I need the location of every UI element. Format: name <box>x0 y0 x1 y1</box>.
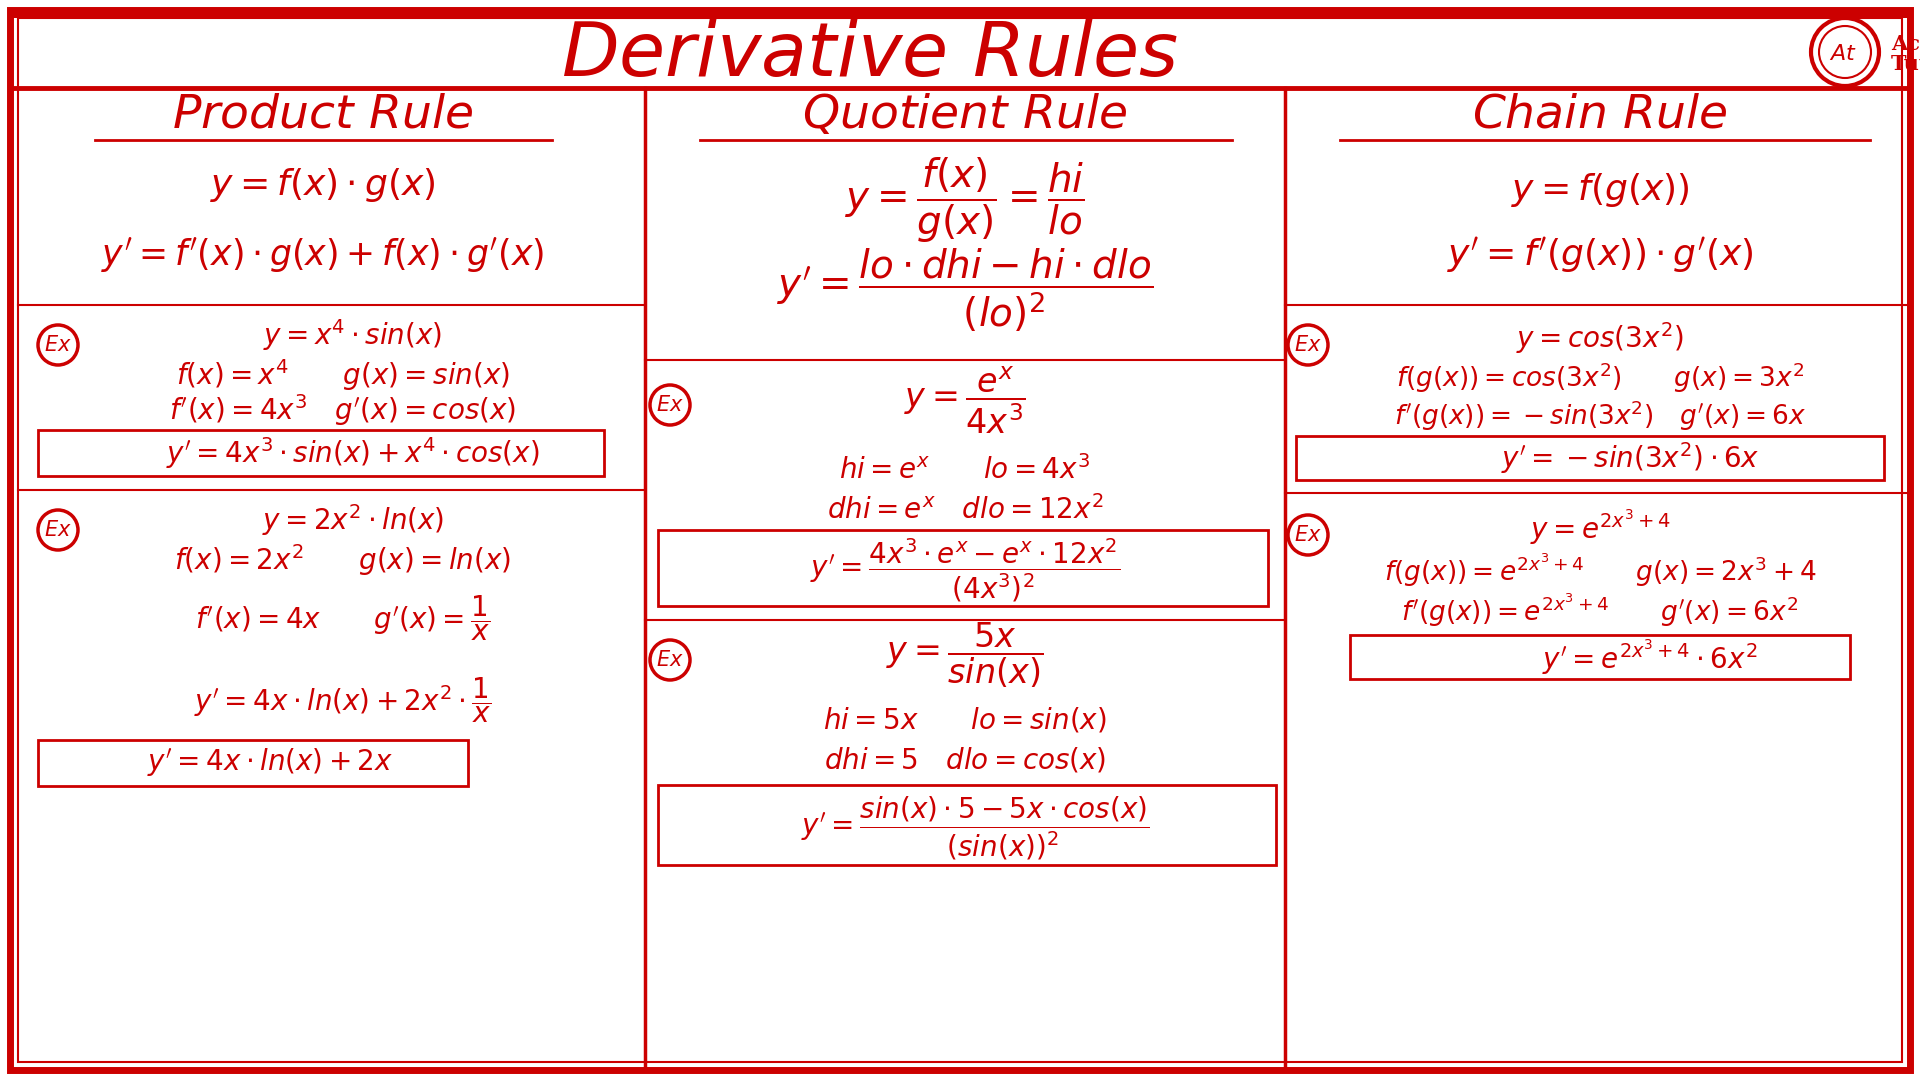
Text: $\mathit{Quotient\ Rule}$: $\mathit{Quotient\ Rule}$ <box>803 93 1127 137</box>
Bar <box>1296 436 1884 480</box>
Text: $y' = 4x \cdot ln(x) + 2x^2 \cdot \dfrac{1}{x}$: $y' = 4x \cdot ln(x) + 2x^2 \cdot \dfrac… <box>194 675 492 725</box>
Text: $y = e^{2x^3+4}$: $y = e^{2x^3+4}$ <box>1530 508 1670 546</box>
Text: $f'(g(x)) = -sin(3x^2) \quad g'(x) = 6x$: $f'(g(x)) = -sin(3x^2) \quad g'(x) = 6x$ <box>1394 399 1807 433</box>
Text: $y = \dfrac{5x}{sin(x)}$: $y = \dfrac{5x}{sin(x)}$ <box>887 620 1044 690</box>
Text: $\mathit{Ex}$: $\mathit{Ex}$ <box>44 335 71 355</box>
Text: $f'(g(x)) = e^{2x^3+4} \qquad g'(x) = 6x^2$: $f'(g(x)) = e^{2x^3+4} \qquad g'(x) = 6x… <box>1402 591 1799 629</box>
Text: $f(g(x)) = cos(3x^2) \qquad g(x) = 3x^2$: $f(g(x)) = cos(3x^2) \qquad g(x) = 3x^2$ <box>1396 361 1805 395</box>
Bar <box>659 785 1277 865</box>
Text: $y = \dfrac{e^x}{4x^3}$: $y = \dfrac{e^x}{4x^3}$ <box>904 364 1025 436</box>
Text: $hi = e^x \qquad lo = 4x^3$: $hi = e^x \qquad lo = 4x^3$ <box>839 455 1091 485</box>
Text: $y' = \dfrac{4x^3 \cdot e^x - e^x \cdot 12x^2}{(4x^3)^2}$: $y' = \dfrac{4x^3 \cdot e^x - e^x \cdot … <box>810 537 1119 604</box>
Text: $f(x) = 2x^2 \qquad g(x) = ln(x)$: $f(x) = 2x^2 \qquad g(x) = ln(x)$ <box>175 542 511 578</box>
Text: $y = cos(3x^2)$: $y = cos(3x^2)$ <box>1517 320 1684 356</box>
Bar <box>659 530 1267 606</box>
Text: $\mathit{Ex}$: $\mathit{Ex}$ <box>657 650 684 670</box>
Text: $y = x^4 \cdot sin(x)$: $y = x^4 \cdot sin(x)$ <box>263 318 442 353</box>
Text: $y' = 4x \cdot ln(x) + 2x$: $y' = 4x \cdot ln(x) + 2x$ <box>148 746 394 779</box>
Text: $y' = \dfrac{sin(x) \cdot 5 - 5x \cdot cos(x)}{(sin(x))^2}$: $y' = \dfrac{sin(x) \cdot 5 - 5x \cdot c… <box>801 794 1150 862</box>
Text: $\mathit{Ex}$: $\mathit{Ex}$ <box>44 519 71 540</box>
Text: $y' = f'(g(x)) \cdot g'(x)$: $y' = f'(g(x)) \cdot g'(x)$ <box>1446 235 1753 274</box>
Bar <box>10 10 1910 18</box>
Text: $\mathit{Chain\ Rule}$: $\mathit{Chain\ Rule}$ <box>1473 93 1728 137</box>
Text: Tutors: Tutors <box>1891 54 1920 75</box>
Text: $\mathit{Ex}$: $\mathit{Ex}$ <box>1294 525 1321 545</box>
Text: $hi = 5x \qquad lo = sin(x)$: $hi = 5x \qquad lo = sin(x)$ <box>824 705 1106 734</box>
Text: $\mathit{Derivative\ Rules}$: $\mathit{Derivative\ Rules}$ <box>561 18 1179 91</box>
Bar <box>1350 635 1851 679</box>
Text: $\mathit{Product\ Rule}$: $\mathit{Product\ Rule}$ <box>173 93 474 137</box>
Text: $f'(x) = 4x \qquad g'(x) = \dfrac{1}{x}$: $f'(x) = 4x \qquad g'(x) = \dfrac{1}{x}$ <box>196 593 492 643</box>
Text: $y = f(g(x))$: $y = f(g(x))$ <box>1511 171 1690 210</box>
Text: $y = \dfrac{f(x)}{g(x)} = \dfrac{hi}{lo}$: $y = \dfrac{f(x)}{g(x)} = \dfrac{hi}{lo}… <box>845 156 1085 244</box>
Text: $y' = -sin(3x^2) \cdot 6x$: $y' = -sin(3x^2) \cdot 6x$ <box>1501 440 1759 476</box>
Text: $y' = \dfrac{lo \cdot dhi - hi \cdot dlo}{(lo)^2}$: $y' = \dfrac{lo \cdot dhi - hi \cdot dlo… <box>778 246 1154 334</box>
Bar <box>38 740 468 786</box>
Text: $f(g(x)) = e^{2x^3+4} \qquad g(x) = 2x^3 + 4$: $f(g(x)) = e^{2x^3+4} \qquad g(x) = 2x^3… <box>1384 551 1816 589</box>
Text: $dhi = e^x \quad dlo = 12x^2$: $dhi = e^x \quad dlo = 12x^2$ <box>828 495 1104 525</box>
Text: $y = 2x^2 \cdot ln(x)$: $y = 2x^2 \cdot ln(x)$ <box>261 502 444 538</box>
Text: $f(x) = x^4 \qquad g(x) = sin(x)$: $f(x) = x^4 \qquad g(x) = sin(x)$ <box>177 357 511 393</box>
Text: Ace: Ace <box>1891 33 1920 54</box>
Text: $y' = 4x^3 \cdot sin(x) + x^4 \cdot cos(x)$: $y' = 4x^3 \cdot sin(x) + x^4 \cdot cos(… <box>167 435 540 471</box>
Text: $y' = f'(x) \cdot g(x) + f(x) \cdot g'(x)$: $y' = f'(x) \cdot g(x) + f(x) \cdot g'(x… <box>102 235 545 274</box>
Text: $f'(x) = 4x^3 \quad g'(x) = cos(x)$: $f'(x) = 4x^3 \quad g'(x) = cos(x)$ <box>169 392 516 428</box>
Text: $\mathit{At}$: $\mathit{At}$ <box>1830 43 1857 65</box>
Text: $\mathit{Ex}$: $\mathit{Ex}$ <box>657 395 684 415</box>
Bar <box>38 430 605 476</box>
Text: $y = f(x) \cdot g(x)$: $y = f(x) \cdot g(x)$ <box>209 166 436 204</box>
Text: $\mathit{Ex}$: $\mathit{Ex}$ <box>1294 335 1321 355</box>
Text: $y' = e^{2x^3+4} \cdot 6x^2$: $y' = e^{2x^3+4} \cdot 6x^2$ <box>1542 637 1757 677</box>
Text: $dhi = 5 \quad dlo = cos(x)$: $dhi = 5 \quad dlo = cos(x)$ <box>824 745 1106 774</box>
